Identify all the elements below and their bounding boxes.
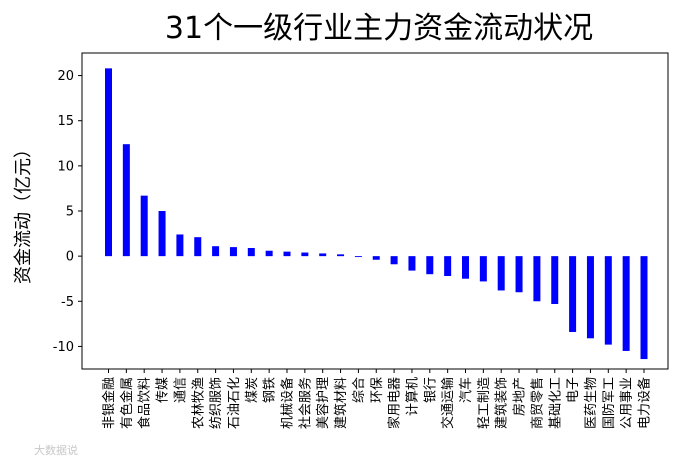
x-tick-label: 石油石化	[227, 377, 242, 429]
bar-3	[140, 195, 148, 257]
x-tick-label: 环保	[370, 377, 385, 403]
bar-27	[569, 256, 577, 332]
x-tick-label: 汽车	[458, 377, 474, 403]
y-axis-label: 资金流动（亿元）	[13, 140, 34, 284]
bar-12	[301, 252, 309, 257]
bar-6	[194, 237, 202, 257]
x-tick-label: 钢铁	[263, 377, 278, 403]
bar-19	[426, 256, 434, 275]
bar-18	[408, 256, 416, 271]
y-ticks-group: 20 15 10 5 0 -5 -10	[53, 69, 82, 355]
bar-11	[283, 251, 291, 257]
bar-31	[640, 256, 648, 360]
x-tick-label: 交通运输	[440, 377, 456, 429]
x-tick-label: 建筑装饰	[494, 377, 510, 429]
y-tick-label: 20	[57, 69, 74, 84]
bars-group	[105, 68, 648, 360]
x-tick-label: 通信	[173, 377, 188, 403]
bar-22	[479, 256, 487, 282]
x-tick-label: 计算机	[405, 377, 420, 416]
x-tick-label: 电子	[566, 377, 581, 403]
y-tick-label: -5	[61, 295, 74, 310]
x-tick-label: 建筑材料	[333, 377, 349, 429]
watermark: 大数据说	[34, 443, 78, 457]
x-tick-label: 美容护理	[315, 377, 331, 429]
x-tick-label: 家用电器	[387, 377, 403, 429]
bar-10	[265, 250, 273, 257]
x-tick-label: 综合	[352, 377, 367, 403]
bar-8	[229, 247, 237, 257]
x-tick-label: 银行	[423, 377, 438, 403]
x-tick-label: 食品饮料	[137, 377, 153, 429]
bar-4	[158, 211, 166, 257]
bar-15	[354, 256, 362, 258]
x-tick-label: 农林牧渔	[191, 377, 206, 429]
bar-30	[622, 256, 630, 351]
x-tick-label: 电力设备	[637, 377, 653, 429]
x-tick-label: 轻工制造	[477, 377, 492, 429]
x-tick-label: 医药生物	[584, 377, 599, 429]
bar-14	[337, 254, 345, 257]
bar-24	[515, 256, 523, 293]
x-tick-label: 公用事业	[620, 377, 635, 429]
bar-5	[176, 234, 184, 257]
bar-28	[586, 256, 594, 339]
y-tick-label: 5	[66, 205, 74, 220]
bar-25	[533, 256, 541, 302]
bar-23	[497, 256, 505, 291]
bar-16	[372, 256, 380, 260]
x-tick-label: 社会服务	[297, 377, 313, 429]
bar-17	[390, 256, 398, 265]
x-labels-group: 非银金融 有色金属 食品饮料 传媒 通信 农林牧渔 纺织服饰 石油石化 煤炭 钢铁 机械设备 社会服务…	[101, 369, 653, 429]
x-tick-label: 商贸零售	[529, 377, 545, 429]
bar-9	[247, 248, 255, 257]
x-tick-label: 煤炭	[245, 377, 260, 403]
plot-frame	[81, 52, 669, 370]
bar-26	[551, 256, 559, 304]
x-tick-label: 机械设备	[280, 377, 296, 429]
bar-29	[604, 256, 612, 345]
x-tick-label: 基础化工	[548, 377, 563, 429]
x-tick-label: 国防军工	[601, 377, 617, 429]
chart-title: 31个一级行业主力资金流动状况	[165, 11, 593, 46]
bar-2	[122, 144, 130, 257]
x-tick-label: 房地产	[512, 377, 528, 416]
y-tick-label: 10	[57, 159, 74, 174]
x-tick-label: 非银金融	[101, 377, 117, 429]
bar-13	[319, 253, 327, 257]
y-tick-label: -10	[53, 340, 74, 355]
bar-7	[212, 246, 220, 257]
bar-20	[444, 256, 452, 276]
x-tick-label: 有色金属	[119, 377, 135, 429]
x-tick-label: 传媒	[156, 377, 171, 403]
y-tick-label: 0	[66, 250, 74, 265]
bar-21	[462, 256, 469, 279]
bar-1	[105, 68, 112, 257]
y-tick-label: 15	[57, 114, 74, 129]
x-tick-label: 纺织服饰	[209, 377, 224, 429]
